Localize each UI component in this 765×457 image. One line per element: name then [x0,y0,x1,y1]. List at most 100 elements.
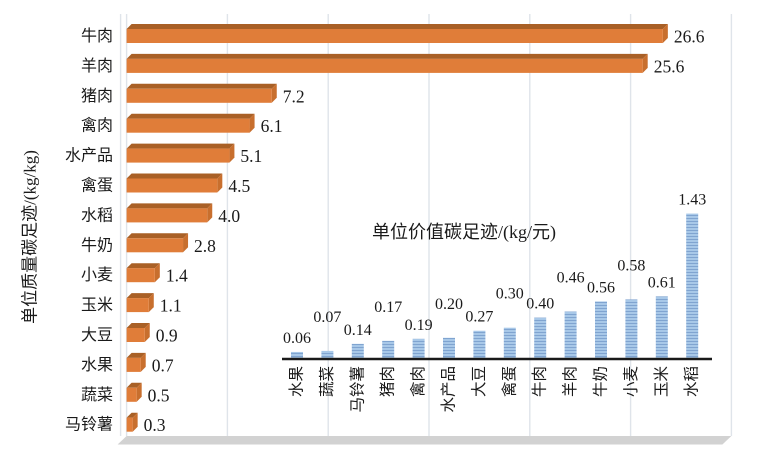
mass-bar-top-face [126,173,223,179]
mass-bar-front-face [126,118,250,133]
gridlines [119,14,733,436]
mass-bar [126,83,277,103]
mass-value-label: 26.6 [674,27,705,47]
mass-bar [126,143,235,163]
value-category-label: 水产品 [440,366,458,413]
value-category-label: 蔬菜 [318,366,336,397]
mass-bar-top-face [126,412,138,418]
value-bar-label: 0.27 [465,309,493,326]
value-bar [686,213,699,358]
inset-title: 单位价值碳足迹/(kg/元) [372,222,556,243]
mass-bar-top-face [126,143,235,149]
value-category-label: 玉米 [652,366,670,397]
mass-category-label: 水产品 [65,147,113,165]
mass-category-label: 马铃薯 [65,416,113,434]
mass-category-label: 牛肉 [81,27,113,45]
mass-value-label: 2.8 [194,236,216,256]
value-category-label: 大豆 [470,366,488,397]
mass-bar-end-face [154,263,160,283]
mass-category-label: 水果 [81,356,113,374]
value-bar-label: 0.46 [557,270,585,287]
mass-value-label: 1.1 [160,296,182,316]
value-category-label: 猪肉 [379,366,397,397]
value-category-label: 水果 [288,366,306,397]
mass-bar-front-face [126,29,663,43]
value-category-label: 牛肉 [531,366,549,397]
mass-bar [126,412,138,432]
value-category-label: 羊肉 [561,366,579,397]
mass-bar [126,233,189,253]
value-category-label: 禽蛋 [500,366,518,397]
mass-axis-title: 单位质量碳足迹/(kg/kg) [21,150,40,324]
mass-bar-front-face [126,178,218,193]
chart-floor [117,436,732,445]
mass-bar-front-face [126,417,133,432]
mass-category-label: 禽蛋 [81,177,113,195]
value-bar [291,351,303,358]
mass-chart: 单位质量碳足迹/(kg/kg) 26.6 牛肉 25.6 羊肉 7.2 猪肉 6.1 禽肉 5.1… [21,14,733,445]
mass-bar-front-face [126,268,155,283]
mass-category-label: 水稻 [81,206,113,224]
mass-bar-top-face [126,352,146,358]
mass-value-label: 4.0 [218,206,240,226]
value-bar-label: 1.43 [678,192,706,209]
mass-bar-front-face [126,148,230,163]
mass-bar-top-face [126,53,648,59]
mass-bar-end-face [271,83,277,103]
value-category-label: 牛奶 [592,366,610,397]
value-bar-label: 0.07 [313,309,341,326]
mass-bar-top-face [126,24,668,29]
mass-bar-end-face [217,173,223,193]
mass-bar [126,53,648,73]
mass-bar-end-face [249,113,255,133]
value-bar-label: 0.06 [283,330,311,347]
mass-bar-top-face [126,323,150,328]
value-bar [351,343,364,358]
value-bar [443,337,455,358]
mass-value-label: 5.1 [240,146,262,166]
value-bar-label: 0.30 [496,286,524,303]
mass-bar-end-face [148,293,154,313]
mass-value-label: 1.4 [166,266,188,286]
value-category-label: 禽肉 [409,366,427,397]
mass-value-label: 7.2 [283,86,305,106]
value-bar-label: 0.17 [374,299,402,316]
value-bar [412,338,425,358]
value-bar [655,296,668,358]
value-category-label: 水稻 [683,366,701,397]
value-bar [595,301,607,358]
mass-category-label: 羊肉 [81,57,113,75]
mass-bar-top-face [126,382,142,388]
value-category-label: 小麦 [622,366,640,397]
value-bar [473,330,486,358]
mass-category-label: 小麦 [81,266,113,284]
mass-bar-end-face [662,24,668,43]
mass-bar-end-face [207,203,213,223]
mass-bar-front-face [126,387,137,402]
mass-bar [126,113,255,133]
mass-bar-end-face [183,233,189,253]
value-bar-label: 0.40 [526,296,554,313]
mass-value-label: 25.6 [654,56,685,76]
mass-value-label: 0.5 [148,385,170,405]
mass-bar-top-face [126,263,160,269]
mass-bar-front-face [126,208,208,223]
mass-bar-end-face [140,352,146,372]
value-bar-label: 0.14 [344,322,372,339]
value-bar [625,299,638,358]
mass-bar-end-face [642,53,648,73]
mass-bar-top-face [126,293,154,299]
value-bar-label: 0.56 [587,279,615,296]
mass-bar [126,352,146,372]
mass-bar-front-face [126,238,184,253]
mass-value-label: 0.3 [144,415,166,435]
value-bar [564,311,577,358]
value-category-label: 马铃薯 [348,366,366,413]
value-bar [534,317,547,358]
mass-bar [126,293,154,313]
mass-bar [126,263,160,283]
mass-bar [126,203,213,223]
mass-bar-top-face [126,233,189,239]
